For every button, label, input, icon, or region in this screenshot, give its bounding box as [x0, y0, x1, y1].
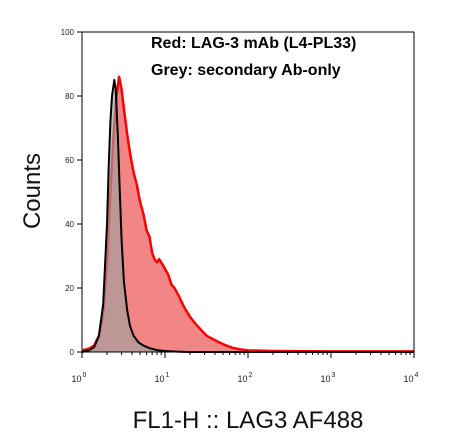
y-tick-label-0: 0 — [70, 348, 75, 357]
x-axis-title: FL1-H :: LAG3 AF488 — [133, 407, 364, 434]
x-tick-exponent-1: 1 — [166, 372, 170, 379]
y-tick-label-1: 20 — [65, 284, 74, 293]
series-0-fill — [82, 76, 414, 353]
legend-entry-red: Red: LAG-3 mAb (L4-PL33) — [151, 35, 356, 52]
y-tick-label-2: 40 — [65, 220, 74, 229]
x-tick-exponent-2: 2 — [249, 372, 253, 379]
x-tick-label-4: 104 — [404, 372, 419, 384]
axes-layer — [81, 31, 415, 353]
y-tick-label-3: 60 — [65, 156, 74, 165]
legend: Red: LAG-3 mAb (L4-PL33) Grey: secondary… — [151, 35, 356, 79]
y-axis-title: Counts — [19, 153, 46, 229]
y-tick-label-5: 100 — [61, 28, 75, 37]
x-tick-label-1: 101 — [155, 372, 170, 384]
x-tick-label-2: 102 — [238, 372, 253, 384]
series-1-fill — [82, 80, 414, 352]
legend-entry-grey: Grey: secondary Ab-only — [151, 62, 341, 79]
x-tick-exponent-0: 0 — [83, 372, 87, 379]
series-1-line — [81, 79, 414, 353]
x-tick-exponent-3: 3 — [332, 372, 336, 379]
series-layer — [81, 75, 414, 353]
x-tick-exponent-4: 4 — [415, 372, 419, 379]
x-tick-label-3: 103 — [321, 372, 336, 384]
y-tick-label-4: 80 — [65, 92, 74, 101]
x-tick-label-0: 100 — [72, 372, 87, 384]
